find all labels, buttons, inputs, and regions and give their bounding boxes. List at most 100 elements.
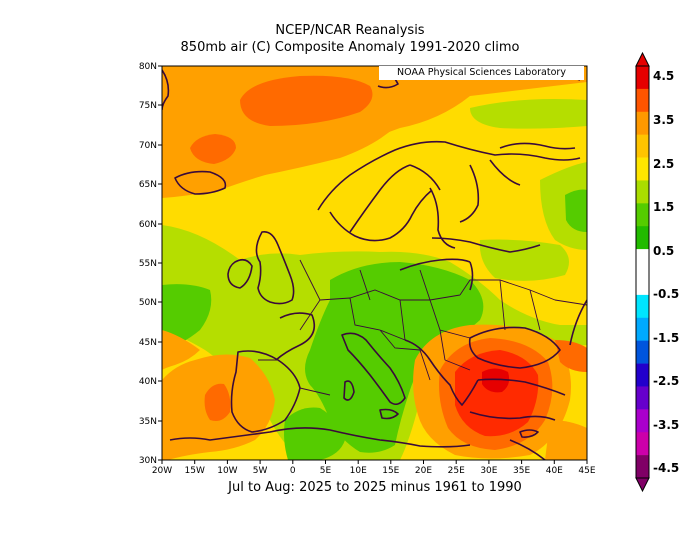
finland-coast <box>431 237 541 253</box>
field-red-turkey <box>455 350 539 437</box>
lon-label: 30E <box>480 466 497 476</box>
lat-label: 40N <box>139 377 157 387</box>
lat-label: 65N <box>139 180 157 190</box>
field-orange-atlantic <box>162 330 200 370</box>
field-hot-iberia <box>204 383 231 421</box>
lon-label: 20W <box>152 466 172 476</box>
kola-coast <box>499 142 576 150</box>
colorbar-label: 3.5 <box>653 113 674 127</box>
colorbar-label: -4.5 <box>653 461 679 475</box>
colorbar-swatch <box>636 363 649 387</box>
cyprus <box>519 429 539 438</box>
scandinavia-coast <box>317 140 581 249</box>
lon-ticks <box>161 460 588 464</box>
colorbar-min-arrow <box>635 477 650 493</box>
field-hot-north-2 <box>190 134 236 164</box>
lat-label: 55N <box>139 259 157 269</box>
british-isles <box>227 230 295 305</box>
colorbar-swatch <box>636 386 649 410</box>
borders <box>258 259 587 396</box>
field-green-africa <box>284 407 345 460</box>
colorbar-swatch <box>636 272 649 296</box>
colorbar-swatch <box>636 157 649 181</box>
colorbar-labels: 4.5 3.5 2.5 1.5 0.5 -0.5 -1.5 -2.5 -3.5 … <box>653 69 679 475</box>
iceland <box>174 170 227 195</box>
lon-label: 5E <box>320 466 332 476</box>
colorbar-label: -1.5 <box>653 331 679 345</box>
colorbar <box>635 51 650 493</box>
lat-label: 30N <box>139 456 157 466</box>
lat-label: 35N <box>139 417 157 427</box>
field-green-finland <box>450 147 502 186</box>
balkans-coast <box>404 339 479 406</box>
sardinia <box>343 380 355 401</box>
lat-label: 80N <box>139 62 157 72</box>
turkey-coast <box>469 378 566 421</box>
colorbar-label: 2.5 <box>653 157 674 171</box>
colorbar-swatch <box>636 180 649 204</box>
italy-coast <box>341 332 406 406</box>
sicily <box>379 408 399 420</box>
baltic-coast <box>399 258 474 291</box>
france-coast <box>275 312 316 361</box>
field-orange-east-bottom <box>545 420 587 460</box>
lon-label: 10E <box>350 466 367 476</box>
colorbar-swatch <box>636 88 649 113</box>
colorbar-swatch <box>636 409 649 433</box>
lat-label: 50N <box>139 298 157 308</box>
colorbar-label: -2.5 <box>653 374 679 388</box>
colorbar-label: 4.5 <box>653 69 674 83</box>
colorbar-swatch <box>636 226 649 250</box>
colorbar-swatch <box>636 111 649 135</box>
lat-ticks <box>158 65 162 461</box>
field-orange-east-mid <box>555 340 587 372</box>
lat-labels: 80N 75N 70N 65N 60N 55N 50N 45N 40N 35N … <box>139 62 157 466</box>
colorbar-swatch <box>636 340 649 364</box>
colorbar-swatch <box>636 317 649 341</box>
lon-labels: 20W 15W 10W 5W 0 5E 10E 15E 20E 25E 30E … <box>152 466 596 476</box>
colorbar-swatch <box>636 294 649 319</box>
lon-label: 15W <box>185 466 205 476</box>
lat-label: 60N <box>139 220 157 230</box>
lon-label: 40E <box>546 466 563 476</box>
colorbar-swatch <box>636 66 649 90</box>
caspian <box>569 299 587 346</box>
lat-label: 70N <box>139 141 157 151</box>
lon-label: 45E <box>578 466 595 476</box>
lon-label: 15E <box>382 466 399 476</box>
credit-label: NOAA Physical Sciences Laboratory <box>379 66 584 80</box>
iberia-coast <box>230 350 301 433</box>
field-green-east-dark <box>565 189 587 232</box>
chart-subtitle: 850mb air (C) Composite Anomaly 1991-202… <box>180 40 520 55</box>
lon-label: 10W <box>217 466 237 476</box>
colorbar-label: 1.5 <box>653 200 674 214</box>
field-deep-red-turkey <box>482 368 510 393</box>
lat-label: 75N <box>139 101 157 111</box>
scandinavia-interior <box>349 159 521 233</box>
field-green-west <box>162 284 212 350</box>
footer-caption: Jul to Aug: 2025 to 2025 minus 1961 to 1… <box>228 480 522 495</box>
chart-title: NCEP/NCAR Reanalysis <box>275 23 425 38</box>
lon-label: 5W <box>253 466 268 476</box>
colorbar-max-arrow <box>635 51 650 67</box>
greenland-coast <box>162 69 170 111</box>
field-hot-north <box>240 75 373 126</box>
border-lines <box>258 259 587 396</box>
north-africa-coast <box>169 427 546 460</box>
field-green-central <box>305 262 484 453</box>
lon-label: 25E <box>448 466 465 476</box>
field-green-ne <box>479 239 569 281</box>
colorbar-swatch <box>636 203 649 227</box>
colorbar-swatch <box>636 455 649 479</box>
colorbar-swatch <box>636 249 649 273</box>
lon-label: 35E <box>513 466 530 476</box>
colorbar-label: -0.5 <box>653 287 679 301</box>
anomaly-field <box>162 66 587 460</box>
colorbar-label: -3.5 <box>653 418 679 432</box>
black-sea <box>468 326 561 369</box>
lat-label: 45N <box>139 338 157 348</box>
colorbar-label: 0.5 <box>653 244 674 258</box>
lon-label: 20E <box>415 466 432 476</box>
field-green-arctic <box>470 99 587 129</box>
